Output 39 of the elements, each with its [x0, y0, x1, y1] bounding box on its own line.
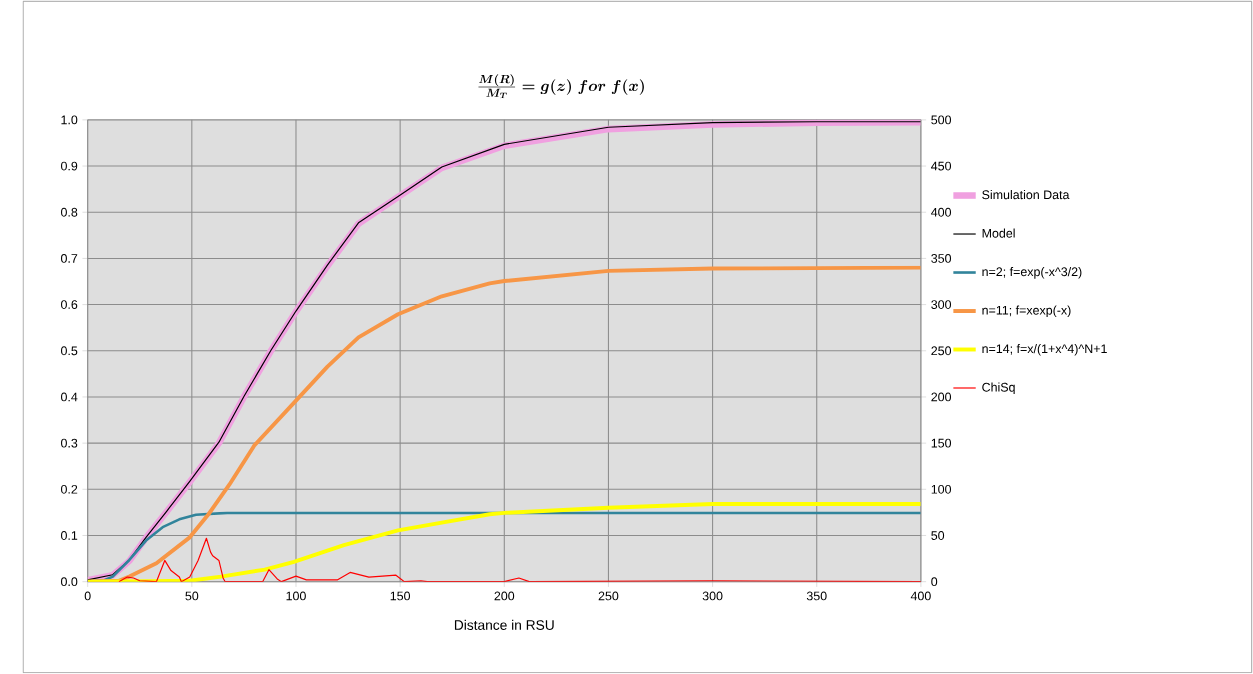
legend-label: n=14; f=x/(1+x^4)^N+1: [982, 343, 1107, 356]
y-tick-label: 1.0: [61, 115, 78, 125]
y2-tick-label: 400: [931, 207, 952, 217]
legend-label: Simulation Data: [982, 190, 1070, 200]
y2-tick-label: 0: [931, 577, 938, 587]
y2-tick-label: 150: [931, 438, 952, 448]
y-tick-label: 0.8: [61, 207, 78, 217]
x-tick-label: 350: [806, 591, 827, 601]
y2-tick-label: 200: [931, 392, 952, 402]
y-tick-label: 0.2: [61, 484, 78, 494]
x-tick-label: 200: [494, 591, 515, 601]
x-tick-label: 300: [702, 591, 723, 601]
y2-tick-label: 50: [931, 531, 945, 540]
x-axis-title: Distance in RSU: [454, 619, 554, 630]
x-tick-label: 100: [286, 591, 306, 601]
x-tick-label: 400: [910, 591, 931, 601]
chart-title: $\frac{M(R)}{M_T}=g(z)\ for\ f(x)$: [478, 74, 644, 99]
x-tick-label: 150: [390, 591, 411, 601]
legend-label: n=11; f=xexp(-x): [982, 305, 1071, 318]
y-tick-label: 0.3: [61, 438, 78, 448]
legend-label: ChiSq: [982, 382, 1015, 395]
y-tick-label: 0.0: [61, 577, 78, 587]
y2-tick-label: 450: [931, 161, 952, 171]
y-tick-label: 0.6: [61, 300, 78, 309]
y2-tick-label: 250: [931, 346, 952, 356]
y-tick-label: 0.5: [61, 346, 78, 356]
y-tick-label: 0.1: [61, 531, 78, 540]
y-tick-label: 0.7: [61, 253, 78, 263]
y2-tick-label: 500: [931, 115, 952, 125]
y2-tick-label: 100: [931, 484, 952, 494]
x-tick-label: 0: [84, 591, 91, 601]
y-tick-label: 0.9: [61, 161, 78, 171]
x-tick-label: 250: [598, 591, 619, 601]
y2-tick-label: 300: [931, 300, 952, 309]
x-tick-label: 50: [185, 591, 199, 601]
legend-label: n=2; f=exp(-x^3/2): [982, 267, 1082, 279]
y-tick-label: 0.4: [61, 392, 78, 402]
y2-tick-label: 350: [931, 253, 952, 263]
legend-label: Model: [982, 228, 1015, 238]
